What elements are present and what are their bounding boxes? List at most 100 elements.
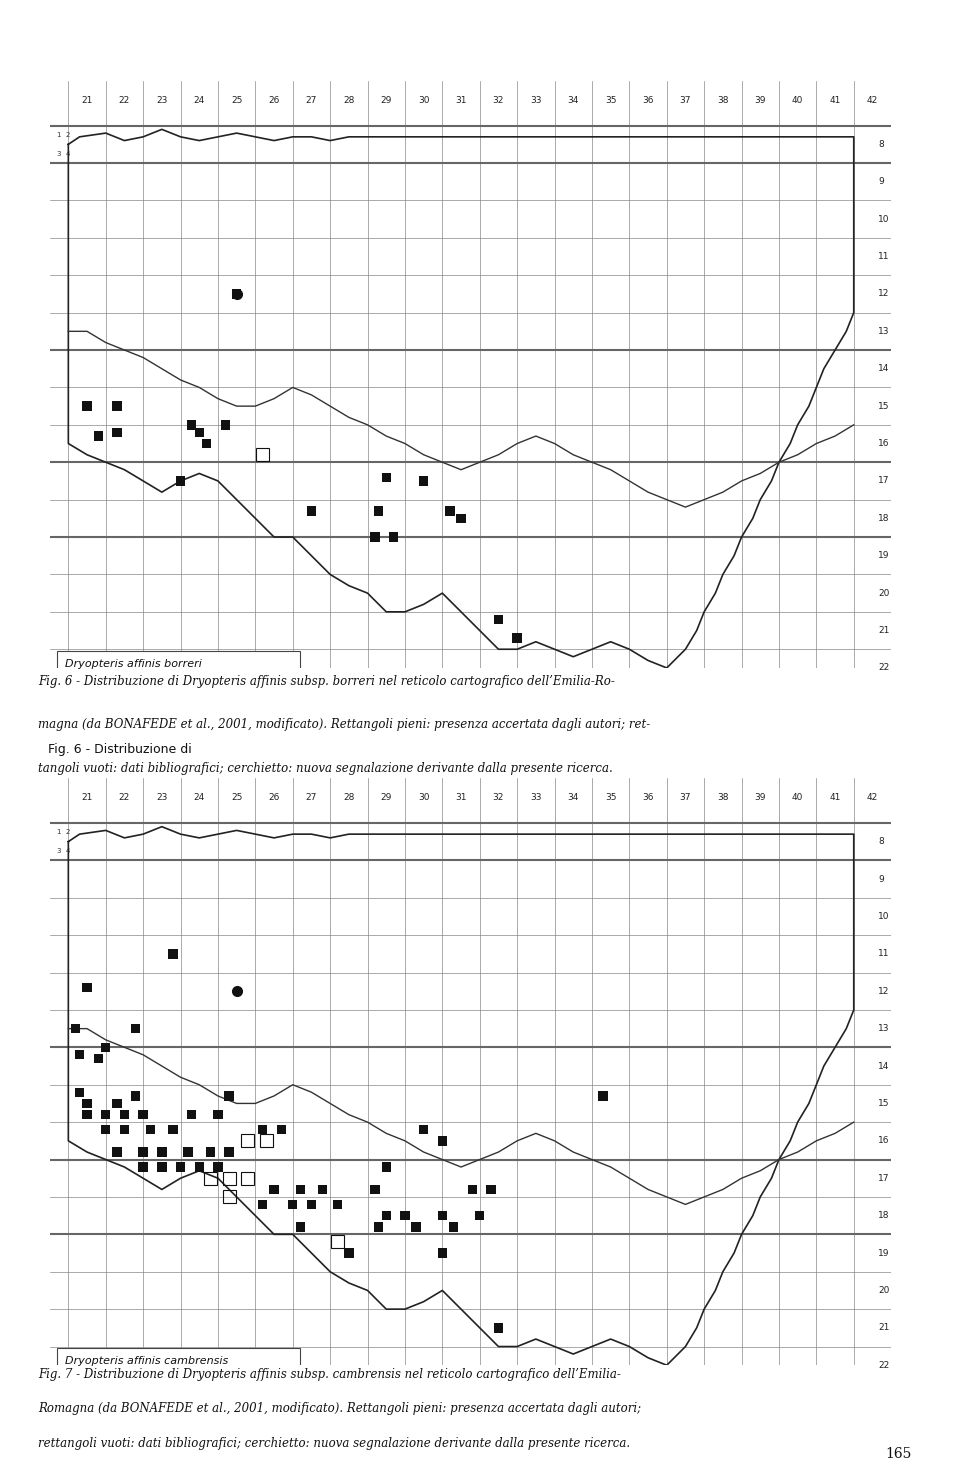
Text: 41: 41 (829, 95, 841, 106)
Text: 30: 30 (418, 793, 429, 803)
Bar (333, 1199, 343, 1210)
Bar (204, 1171, 217, 1185)
Bar (241, 1135, 254, 1148)
Text: 32: 32 (492, 95, 504, 106)
Text: 17: 17 (878, 1174, 890, 1183)
Bar (75, 1088, 84, 1097)
Bar (438, 1136, 447, 1145)
Text: 40: 40 (792, 95, 804, 106)
Text: 15: 15 (878, 402, 890, 411)
Bar (138, 1148, 148, 1157)
Bar (146, 1124, 156, 1135)
Text: 165: 165 (886, 1446, 912, 1461)
Bar (57, 652, 300, 677)
Bar (120, 1110, 129, 1119)
Text: 22: 22 (119, 793, 130, 803)
Bar (195, 1163, 204, 1171)
Bar (112, 1098, 122, 1108)
Bar (389, 533, 398, 542)
Text: 33: 33 (530, 793, 541, 803)
Text: 3  4: 3 4 (57, 849, 70, 854)
Bar (202, 439, 211, 448)
Text: 31: 31 (455, 793, 467, 803)
Bar (374, 506, 383, 515)
Text: rettangoli vuoti: dati bibliografici; cerchietto: nuova segnalazione derivante d: rettangoli vuoti: dati bibliografici; ce… (38, 1437, 631, 1450)
Bar (371, 1185, 380, 1193)
Bar (93, 1054, 103, 1063)
Text: 34: 34 (567, 793, 579, 803)
Bar (83, 1110, 92, 1119)
Bar (468, 1185, 477, 1193)
Bar (112, 1148, 122, 1157)
Bar (75, 1050, 84, 1060)
Text: 29: 29 (380, 793, 392, 803)
Bar (419, 476, 428, 486)
Text: 12: 12 (878, 289, 890, 298)
Text: magna (da BONAFEDE et al., 2001, modificato). Rettangoli pieni: presenza accerta: magna (da BONAFEDE et al., 2001, modific… (38, 718, 651, 731)
Bar (223, 1171, 236, 1185)
Bar (449, 1223, 458, 1232)
Text: 9: 9 (878, 875, 884, 884)
Bar (187, 420, 197, 430)
Text: 22: 22 (878, 664, 889, 672)
Text: 20: 20 (878, 589, 890, 597)
Text: 28: 28 (343, 95, 354, 106)
Text: 25: 25 (231, 793, 242, 803)
Bar (276, 1124, 286, 1135)
Text: 39: 39 (755, 95, 766, 106)
Bar (131, 1025, 140, 1033)
Text: 14: 14 (878, 364, 890, 373)
Bar (345, 1248, 353, 1258)
Text: 26: 26 (269, 793, 279, 803)
Text: Fig. 6 - Distribuzione di: Fig. 6 - Distribuzione di (48, 743, 196, 756)
Bar (101, 1110, 110, 1119)
Bar (157, 1163, 166, 1171)
Bar (438, 1211, 447, 1220)
Bar (157, 1148, 166, 1157)
Text: 41: 41 (829, 793, 841, 803)
Bar (83, 401, 92, 411)
Bar (138, 1110, 148, 1119)
Text: 37: 37 (680, 793, 691, 803)
Text: 9: 9 (878, 178, 884, 186)
Bar (101, 1042, 110, 1053)
Bar (400, 1211, 410, 1220)
Text: 21: 21 (878, 625, 890, 636)
Bar (256, 448, 270, 461)
Bar (112, 427, 122, 437)
Bar (71, 1025, 81, 1033)
Text: 24: 24 (194, 95, 204, 106)
Bar (138, 1163, 148, 1171)
Bar (260, 1135, 273, 1148)
Text: 35: 35 (605, 793, 616, 803)
Text: tangoli vuoti: dati bibliografici; cerchietto: nuova segnalazione derivante dall: tangoli vuoti: dati bibliografici; cerch… (38, 762, 613, 775)
Bar (493, 615, 503, 624)
Text: 37: 37 (680, 95, 691, 106)
Bar (371, 533, 380, 542)
Text: 19: 19 (878, 1249, 890, 1258)
Text: 17: 17 (878, 477, 890, 486)
Text: 33: 33 (530, 95, 541, 106)
Bar (223, 1191, 236, 1204)
Text: 32: 32 (492, 793, 504, 803)
Bar (381, 1163, 391, 1171)
Bar (205, 1148, 215, 1157)
Text: 8: 8 (878, 139, 884, 148)
Text: 35: 35 (605, 95, 616, 106)
Text: 38: 38 (717, 95, 729, 106)
Bar (445, 506, 454, 515)
Text: 10: 10 (878, 912, 890, 920)
Bar (112, 401, 122, 411)
Bar (213, 1163, 223, 1171)
Bar (331, 1235, 345, 1248)
Bar (419, 1124, 428, 1135)
Bar (412, 1223, 420, 1232)
Text: 39: 39 (755, 793, 766, 803)
Text: 16: 16 (878, 439, 890, 448)
Bar (93, 432, 103, 440)
Text: 40: 40 (792, 793, 804, 803)
Bar (195, 427, 204, 437)
Bar (225, 1091, 234, 1101)
Bar (57, 1349, 300, 1374)
Text: 18: 18 (878, 1211, 890, 1220)
